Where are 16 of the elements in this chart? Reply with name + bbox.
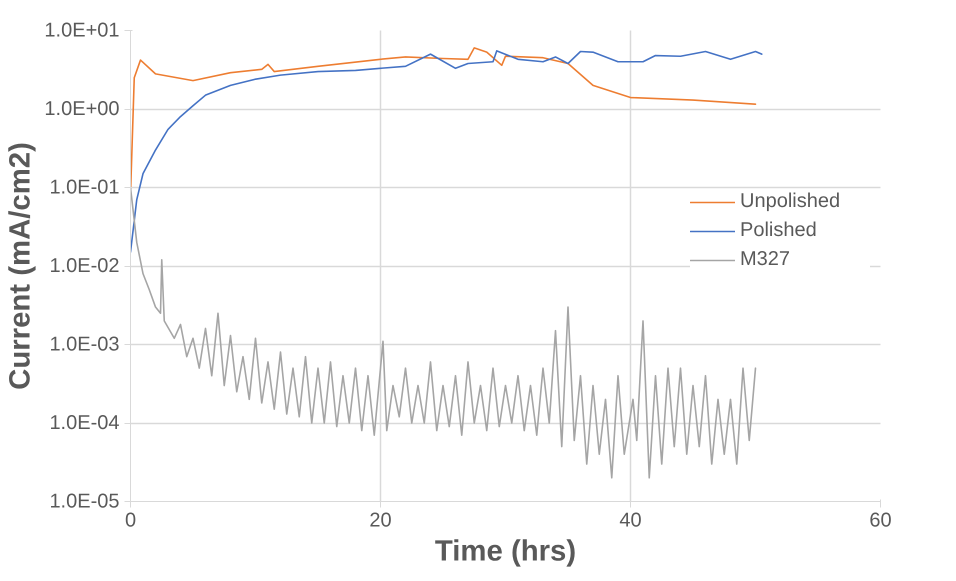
x-tick-label: 20 — [369, 510, 392, 532]
y-tick-label: 1.0E+00 — [44, 98, 120, 120]
y-tick-label: 1.0E-04 — [49, 412, 120, 434]
x-axis-title: Time (hrs) — [434, 534, 576, 568]
y-tick-label: 1.0E-03 — [49, 334, 120, 356]
y-tick-label: 1.0E-01 — [49, 176, 120, 198]
legend-label: M327 — [740, 248, 792, 271]
y-tick-label: 1.0E+01 — [44, 20, 120, 42]
y-axis-title: Current (mA/cm2) — [3, 142, 36, 390]
legend-label: Unpolished — [740, 190, 842, 213]
x-tick-label: 60 — [869, 510, 892, 532]
y-tick-label: 1.0E-05 — [49, 490, 120, 512]
y-tick-label: 1.0E-02 — [49, 255, 120, 277]
x-tick-label: 0 — [124, 510, 136, 532]
legend-label: Polished — [740, 219, 818, 242]
x-tick-label: 40 — [619, 510, 642, 532]
